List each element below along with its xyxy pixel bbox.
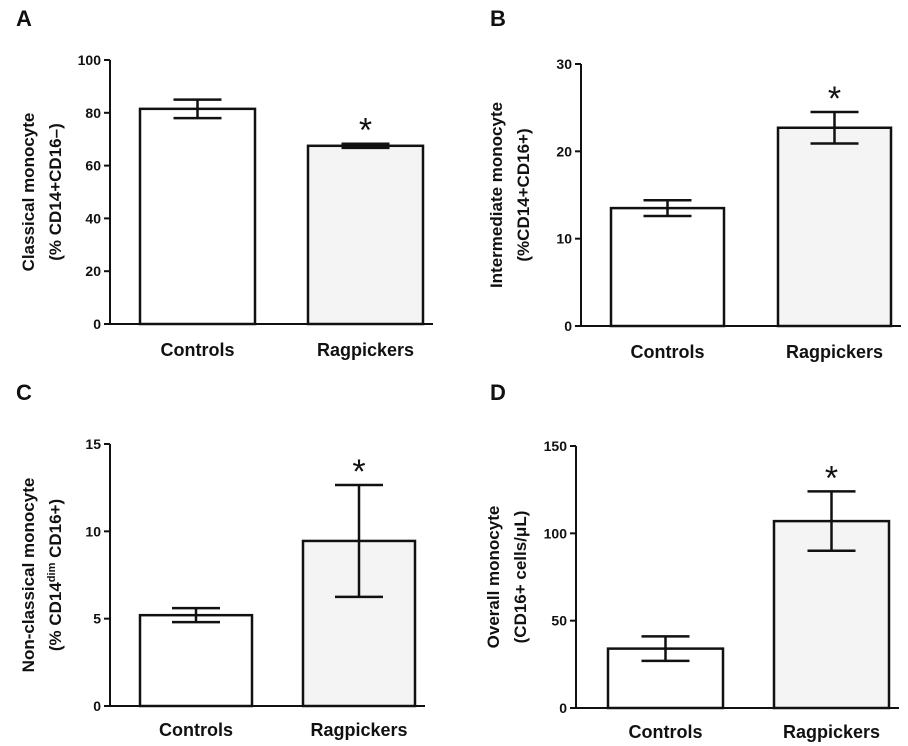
bar-ragpickers xyxy=(306,144,425,326)
y-axis-subtitle: (% CD14dim CD16+) xyxy=(46,499,65,651)
panel-letter: A xyxy=(16,6,32,31)
panel-letter: B xyxy=(490,6,506,31)
bar-ragpickers xyxy=(772,519,891,710)
panel-letter: D xyxy=(490,380,506,405)
y-axis-title: Non-classical monocyte xyxy=(19,478,38,673)
y-tick-label: 0 xyxy=(564,318,572,334)
bar-controls xyxy=(609,206,726,328)
significance-marker: * xyxy=(825,459,838,497)
y-tick-label: 0 xyxy=(93,316,101,332)
y-axis-subtitle-part: CD16+) xyxy=(46,499,65,563)
y-tick-label: 0 xyxy=(559,700,567,716)
bar-ragpickers xyxy=(776,126,893,328)
bar-controls xyxy=(138,107,257,326)
y-tick-label: 60 xyxy=(85,158,101,174)
y-axis-title: Classical monocyte xyxy=(19,113,38,272)
panel-c: C 0 5 10 15 Non-classical monocyte (% CD14dim … xyxy=(16,380,425,740)
bar-controls xyxy=(138,613,254,708)
y-tick-label: 50 xyxy=(551,613,567,629)
y-axis-subtitle-part: dim xyxy=(46,562,58,582)
y-axis-title: Intermediate monocyte xyxy=(487,102,506,288)
y-tick-label: 10 xyxy=(556,231,572,247)
category-label: Controls xyxy=(159,720,233,740)
y-tick-label: 5 xyxy=(93,611,101,627)
category-label: Controls xyxy=(631,342,705,362)
category-label: Ragpickers xyxy=(310,720,407,740)
panel-d: D 0 50 100 150 Overall monocyte (CD16+ cells/μ… xyxy=(484,380,899,742)
significance-marker: * xyxy=(359,112,372,150)
y-tick-label: 10 xyxy=(85,523,101,539)
y-tick-label: 100 xyxy=(544,525,568,541)
panel-letter: C xyxy=(16,380,32,405)
y-tick-label: 20 xyxy=(556,143,572,159)
y-tick-label: 40 xyxy=(85,210,101,226)
y-tick-label: 20 xyxy=(85,263,101,279)
significance-marker: * xyxy=(352,453,365,491)
significance-marker: * xyxy=(828,80,841,118)
category-label: Ragpickers xyxy=(783,722,880,742)
y-axis-title: Overall monocyte xyxy=(484,506,503,649)
y-tick-label: 0 xyxy=(93,698,101,714)
y-axis-subtitle-part: (% CD14 xyxy=(46,582,65,652)
y-axis-subtitle: (%CD14+CD16+) xyxy=(514,128,533,261)
panel-b: B 0 10 20 30 Intermediate monocyte (%CD14+CD16… xyxy=(487,6,901,362)
y-tick-label: 15 xyxy=(85,436,101,452)
category-label: Controls xyxy=(161,340,235,360)
y-tick-label: 100 xyxy=(78,52,102,68)
category-label: Ragpickers xyxy=(317,340,414,360)
y-axis-subtitle: (% CD14+CD16–) xyxy=(46,123,65,260)
y-tick-label: 30 xyxy=(556,56,572,72)
y-tick-label: 150 xyxy=(544,438,568,454)
panel-a: A 0 20 40 60 80 100 Classical monocyte (% CD14+C… xyxy=(16,6,433,360)
y-tick-label: 80 xyxy=(85,105,101,121)
category-label: Controls xyxy=(629,722,703,742)
category-label: Ragpickers xyxy=(786,342,883,362)
y-axis-subtitle: (CD16+ cells/μL) xyxy=(511,511,530,644)
